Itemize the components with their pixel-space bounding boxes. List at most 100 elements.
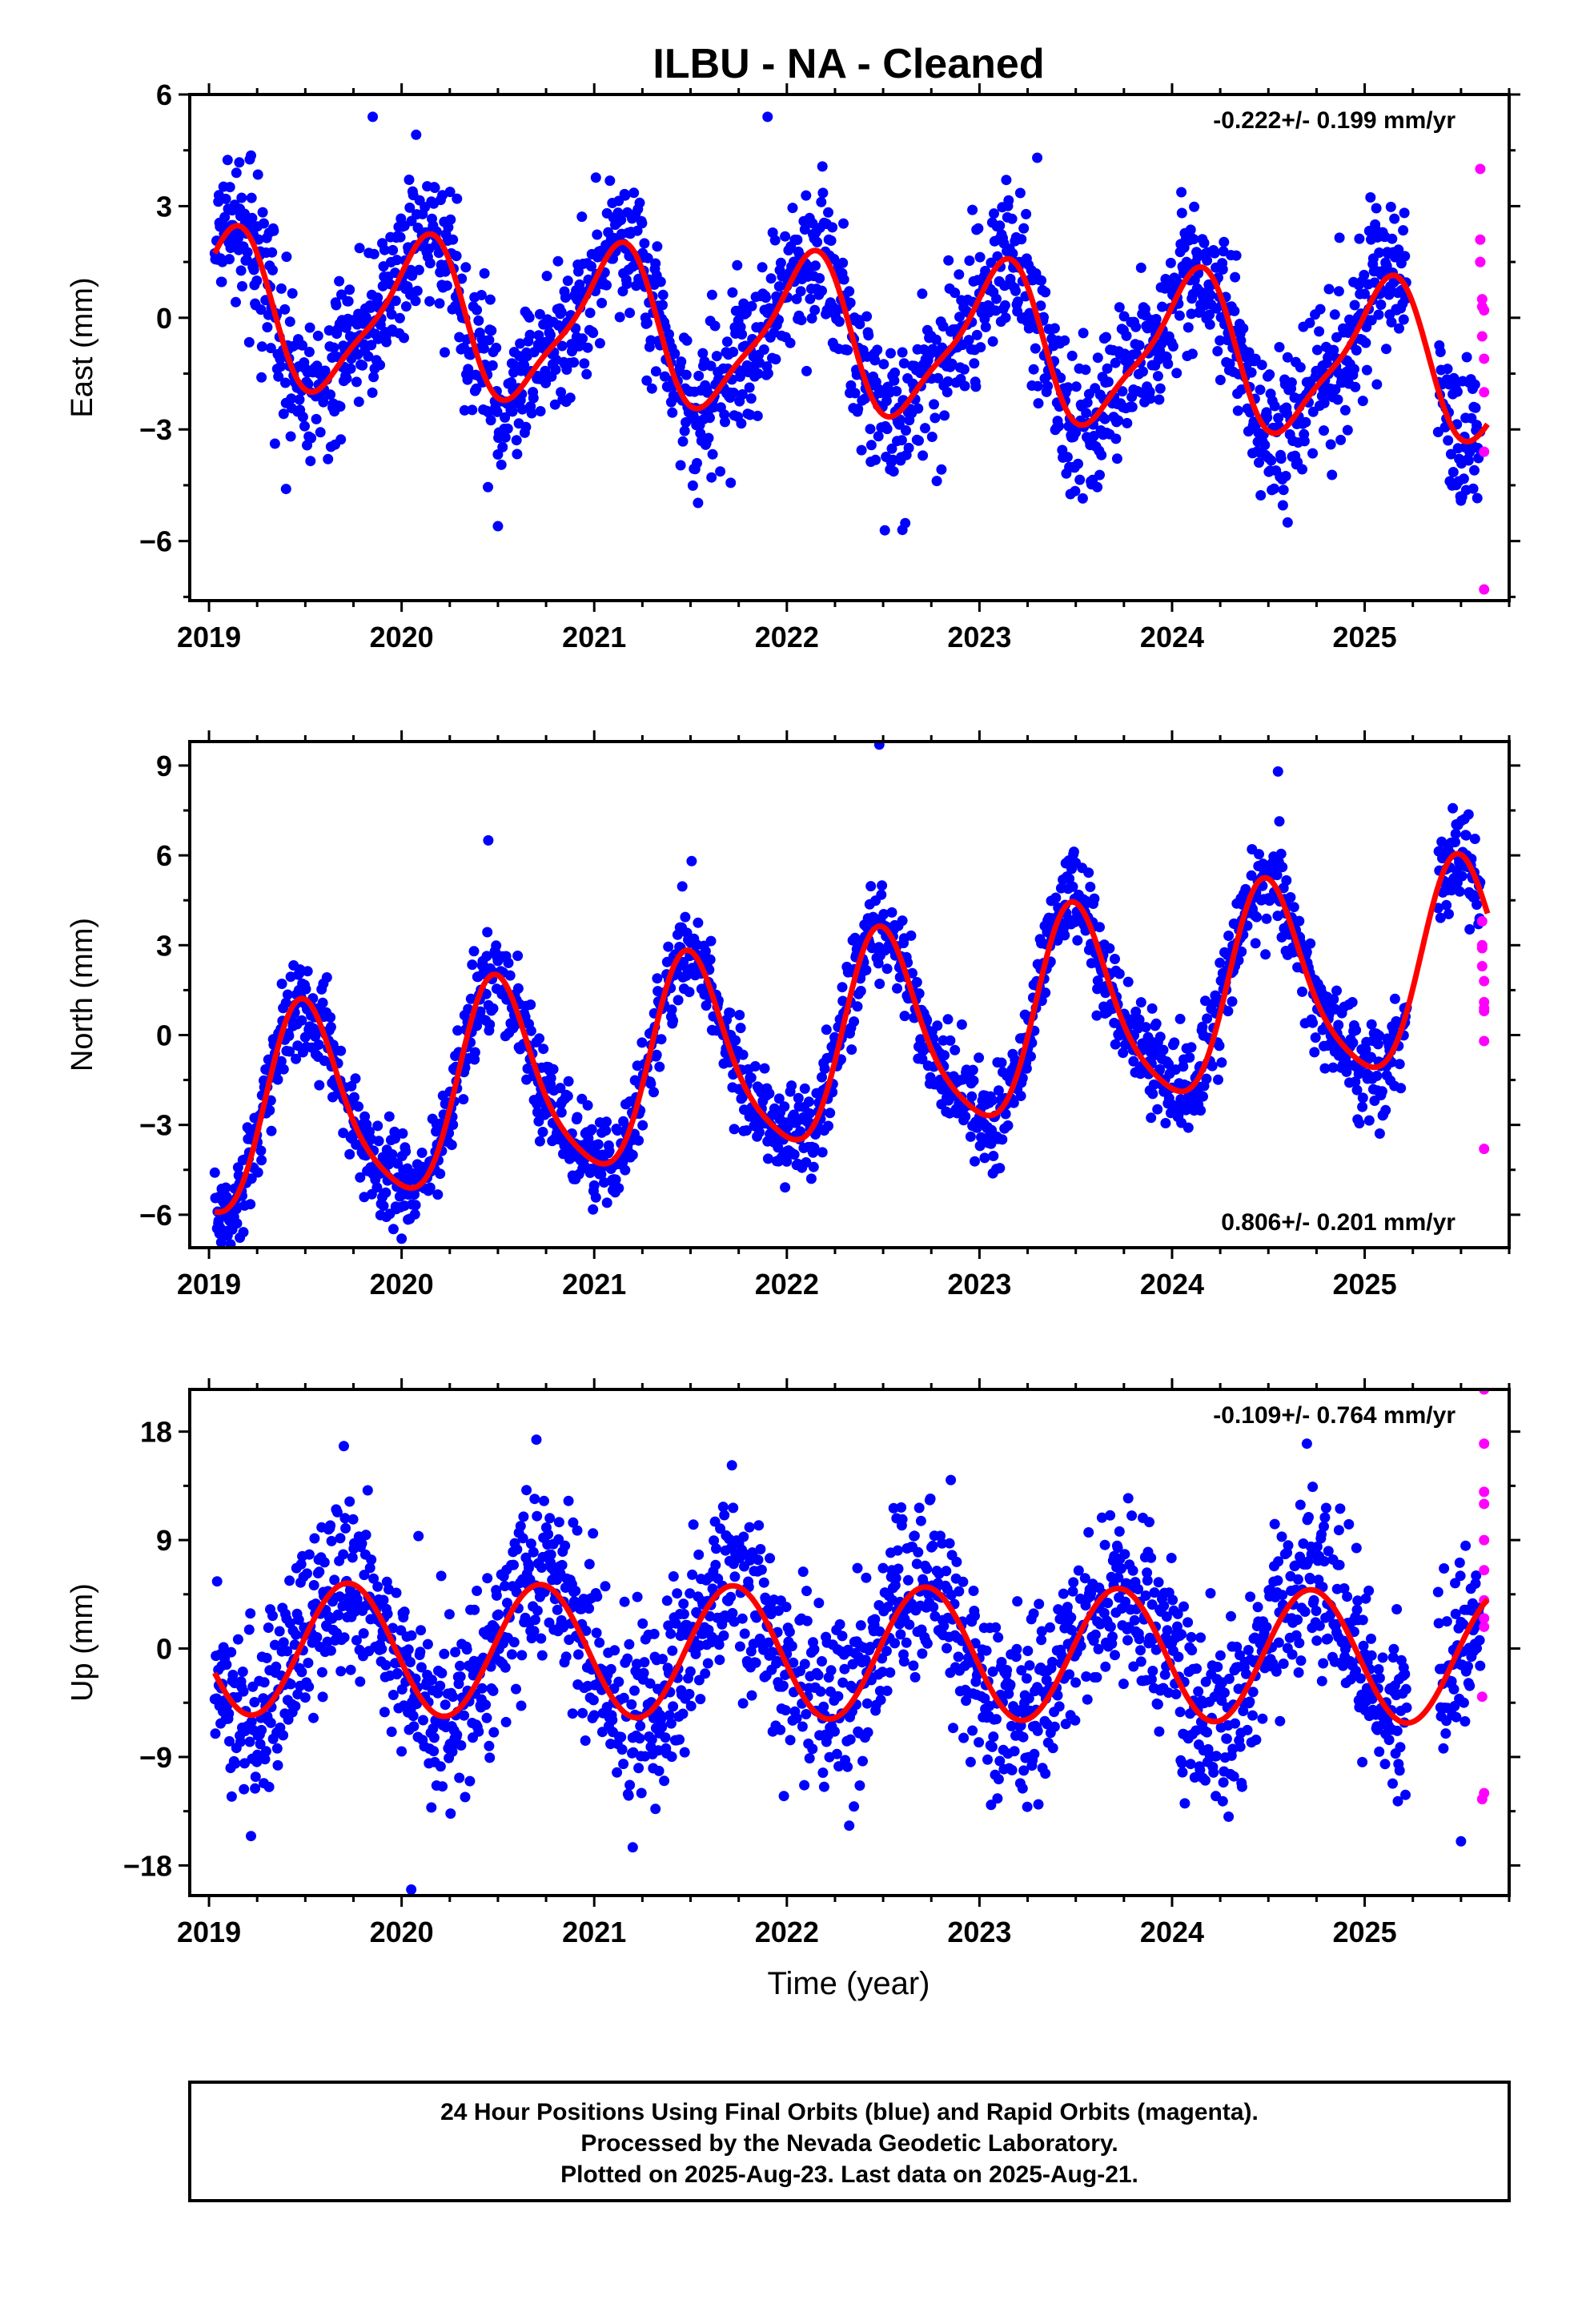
final-point [1032, 152, 1043, 163]
final-point [869, 1614, 881, 1625]
final-point [913, 1502, 925, 1514]
final-point [773, 1093, 785, 1104]
final-point [448, 1120, 459, 1130]
final-point [536, 1562, 547, 1573]
final-point [849, 1016, 860, 1027]
final-point [686, 855, 697, 866]
final-point [1111, 453, 1122, 464]
final-point [507, 406, 518, 417]
final-point [865, 881, 877, 892]
final-point [1003, 195, 1014, 206]
final-point [1275, 848, 1287, 859]
final-point [209, 1167, 220, 1178]
final-point [650, 366, 661, 377]
final-point [267, 1610, 278, 1622]
final-point [1393, 244, 1404, 255]
final-point [1387, 233, 1398, 244]
final-point [278, 1730, 289, 1741]
final-point [710, 1559, 721, 1570]
final-point [349, 1092, 359, 1103]
final-point [517, 404, 528, 415]
final-point [284, 1046, 295, 1057]
final-point [661, 1595, 673, 1606]
final-point [243, 1624, 255, 1635]
final-point [1209, 247, 1220, 259]
final-point [780, 231, 791, 242]
final-point [1154, 1031, 1166, 1043]
final-point [1176, 207, 1187, 219]
final-point [492, 521, 504, 532]
final-point [636, 1787, 647, 1799]
final-point [360, 1530, 371, 1541]
final-point [964, 255, 975, 266]
final-point [894, 414, 905, 425]
final-point [936, 464, 947, 475]
final-point [616, 215, 627, 226]
final-point [1174, 310, 1185, 321]
final-point [1398, 314, 1409, 325]
final-point [687, 1569, 698, 1580]
final-point [397, 1128, 408, 1139]
rapid-point [1479, 975, 1490, 987]
final-point [448, 1691, 459, 1703]
final-point [1130, 348, 1142, 360]
final-point [304, 322, 315, 333]
final-point [321, 972, 332, 983]
final-point [613, 1676, 624, 1687]
final-point [1074, 474, 1086, 485]
x-tick-label: 2023 [947, 1268, 1011, 1301]
final-point [472, 1020, 483, 1031]
final-point [326, 1535, 337, 1546]
final-point [357, 360, 368, 371]
final-point [580, 1735, 591, 1746]
final-point [1165, 257, 1176, 268]
final-point [1122, 417, 1133, 428]
final-point [1198, 1091, 1208, 1102]
final-point [1366, 315, 1377, 326]
final-point [594, 338, 605, 349]
y-tick-label: −3 [139, 413, 172, 446]
final-point [1297, 464, 1307, 475]
final-point [218, 219, 228, 231]
final-point [713, 1639, 725, 1651]
final-point [317, 1691, 328, 1703]
final-point [467, 404, 478, 416]
final-point [479, 267, 490, 279]
final-point [359, 1570, 370, 1581]
final-point [223, 1708, 235, 1719]
final-point [306, 432, 317, 444]
final-point [1229, 305, 1240, 316]
final-point [428, 1746, 440, 1757]
final-point [911, 977, 922, 987]
final-point [878, 909, 889, 919]
final-point [628, 187, 640, 199]
final-point [913, 403, 924, 414]
final-point [707, 448, 718, 460]
final-point [989, 208, 999, 219]
final-point [222, 155, 233, 166]
final-point [737, 1613, 748, 1624]
final-point [668, 1571, 679, 1582]
final-orbit-points [209, 111, 1486, 536]
x-tick-label: 2024 [1140, 621, 1204, 653]
final-point [1297, 986, 1307, 997]
final-point [302, 1568, 312, 1579]
final-point [299, 1692, 311, 1703]
final-point [560, 292, 571, 303]
final-point [874, 1626, 885, 1637]
final-point [1469, 379, 1480, 390]
final-point [852, 1562, 863, 1574]
final-point [555, 1083, 566, 1094]
final-point [1146, 1112, 1157, 1124]
final-point [861, 1698, 873, 1709]
final-point [1154, 1063, 1166, 1075]
final-point [473, 315, 484, 326]
final-point [801, 1157, 812, 1168]
final-point [1185, 224, 1196, 235]
final-point [375, 360, 386, 371]
final-point [512, 951, 524, 961]
final-point [297, 340, 308, 351]
final-point [1122, 976, 1134, 987]
final-point [639, 238, 650, 249]
final-point [1339, 404, 1351, 416]
